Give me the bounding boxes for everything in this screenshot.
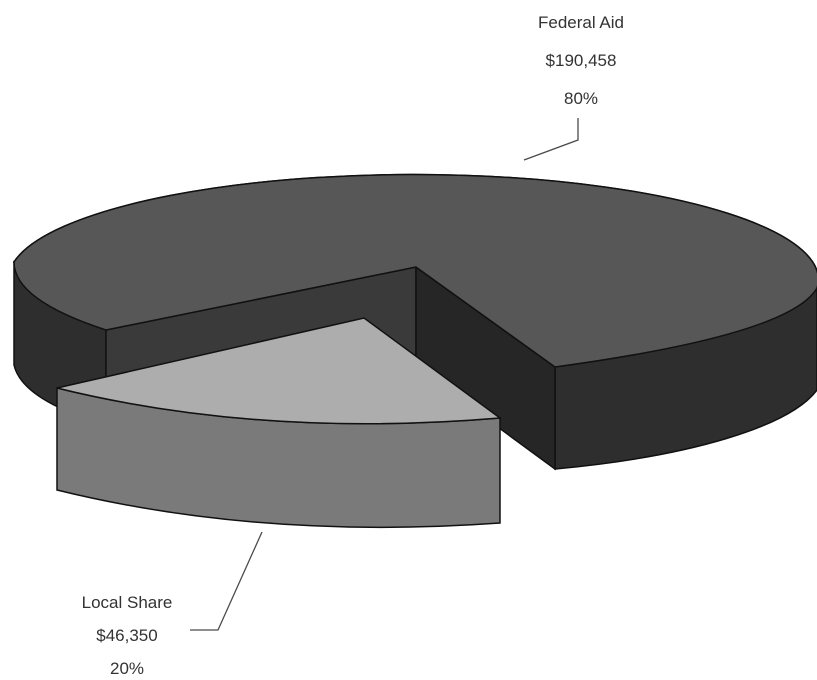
local-share-top [56, 317, 503, 425]
federal-aid-name-label: Federal Aid [538, 13, 624, 32]
federal-aid-amount-label: $190,458 [546, 51, 617, 70]
local-share-amount-label: $46,350 [96, 626, 157, 645]
local-share-name-label: Local Share [82, 593, 173, 612]
pie-slice-local-share [56, 317, 503, 529]
local-share-leader-line [190, 531, 263, 631]
federal-aid-leader-line [523, 118, 579, 161]
federal-aid-percent-label: 80% [564, 89, 598, 108]
federal-aid-top [13, 173, 817, 368]
local-share-percent-label: 20% [110, 659, 144, 678]
